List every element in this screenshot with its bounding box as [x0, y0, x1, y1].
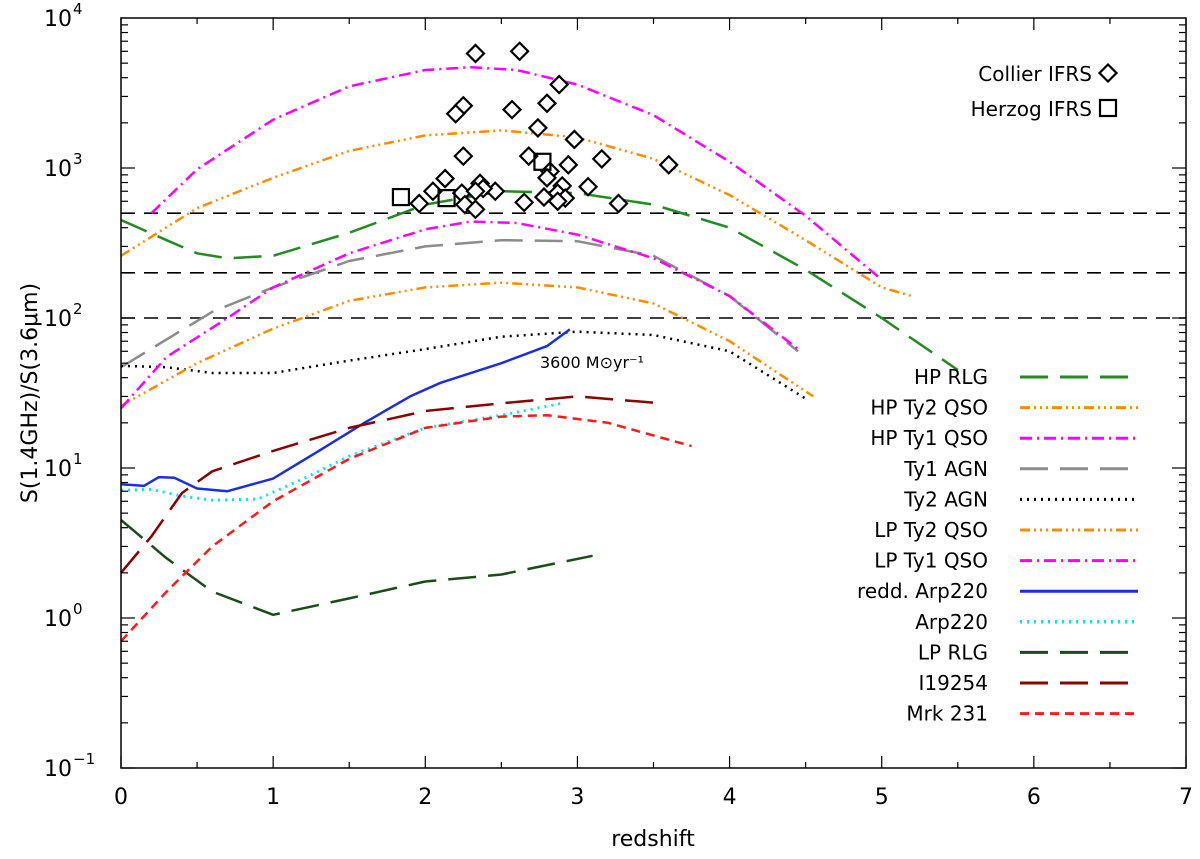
y-tick-exponent: 3 [73, 150, 83, 168]
annotation-3600: 3600 M⊙yr⁻¹ [540, 353, 644, 372]
legend-label: HP RLG [914, 365, 988, 389]
collier-point [453, 146, 474, 167]
collier-point [536, 167, 558, 188]
series-line [150, 65, 883, 281]
legend-label: Ty2 AGN [903, 487, 988, 511]
series-line [120, 189, 959, 372]
collier-point [549, 74, 570, 95]
legend-label: Herzog IFRS [971, 97, 1092, 121]
legend-marker [1097, 62, 1119, 84]
y-tick-exponent: 4 [73, 0, 83, 18]
legend-label: Ty1 AGN [903, 457, 988, 481]
series-line [120, 328, 571, 493]
y-tick-label: 10 [44, 757, 72, 782]
legend-label: LP Ty2 QSO [874, 518, 988, 542]
x-tick-label: 0 [114, 785, 128, 810]
y-tick-exponent: 0 [73, 600, 83, 618]
series-line [120, 330, 807, 400]
x-tick-label: 2 [418, 785, 432, 810]
series-layer [120, 65, 959, 643]
x-tick-label: 1 [266, 785, 280, 810]
scatter-layer [391, 41, 679, 220]
series-line [120, 281, 814, 407]
legend: Collier IFRS Herzog IFRS HP RLG HP Ty2 QSO H… [857, 62, 1138, 726]
legend-label: HP Ty1 QSO [870, 426, 988, 450]
collier-point [547, 191, 568, 212]
legend-label: Mrk 231 [906, 702, 988, 726]
herzog-point [437, 188, 456, 208]
legend-label: HP Ty2 QSO [870, 396, 988, 420]
herzog-point [391, 187, 411, 207]
legend-marker [1098, 98, 1118, 118]
legend-label: redd. Arp220 [857, 579, 988, 603]
series-line [120, 395, 662, 574]
collier-point [658, 154, 679, 175]
x-tick-label: 7 [1179, 785, 1193, 810]
x-tick-label: 3 [570, 785, 584, 810]
collier-point [501, 99, 523, 120]
x-tick-label: 5 [875, 785, 889, 810]
y-tick-exponent: −1 [73, 750, 95, 768]
collier-point [422, 181, 443, 202]
series-line [120, 519, 593, 617]
y-axis-label: S(1.4GHz)/S(3.6μm) [18, 283, 43, 503]
series-line [120, 220, 799, 410]
series-line [120, 401, 563, 502]
collier-point [558, 154, 579, 175]
collier-point [527, 117, 548, 138]
plot-frame [120, 17, 1187, 769]
collier-point [536, 93, 558, 114]
legend-label: Collier IFRS [978, 62, 1092, 86]
legend-label: LP RLG [918, 640, 988, 664]
collier-point [445, 103, 466, 124]
series-line [120, 413, 692, 643]
legend-label: LP Ty1 QSO [874, 549, 988, 573]
y-tick-label: 10 [44, 307, 72, 332]
y-tick-label: 10 [44, 457, 72, 482]
y-tick-exponent: 1 [73, 450, 83, 468]
x-axis-label: redshift [611, 827, 695, 852]
collier-point [465, 199, 486, 220]
y-tick-label: 10 [44, 607, 72, 632]
legend-label: I19254 [918, 671, 988, 695]
collier-point [409, 193, 430, 214]
collier-point [509, 41, 530, 62]
collier-point [465, 43, 486, 64]
x-tick-label: 4 [723, 785, 737, 810]
collier-point [578, 176, 599, 197]
collier-point [514, 192, 535, 213]
series-line [120, 238, 799, 369]
y-tick-label: 10 [44, 7, 72, 32]
collier-point [564, 129, 585, 150]
y-tick-exponent: 2 [73, 300, 83, 318]
reference-lines [121, 212, 1186, 319]
collier-point [435, 168, 456, 189]
x-tick-label: 6 [1027, 785, 1041, 810]
y-tick-label: 10 [44, 157, 72, 182]
collier-point [591, 148, 612, 169]
herzog-point [533, 152, 552, 171]
collier-point [608, 193, 629, 214]
legend-label: Arp220 [915, 610, 988, 634]
